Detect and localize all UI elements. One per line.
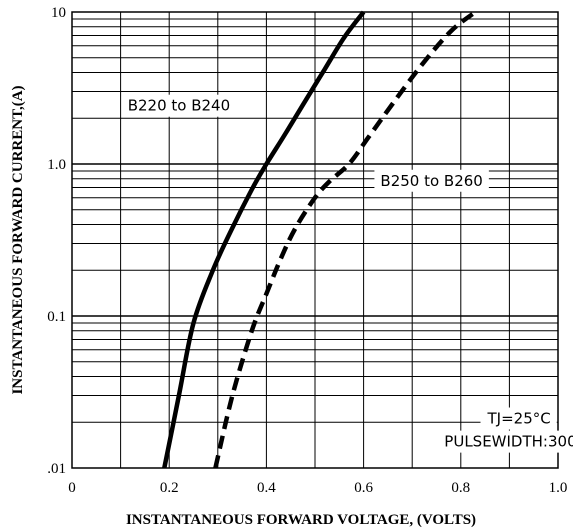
- annotation-label: B250 to B260: [380, 172, 482, 190]
- annotation-bg: [438, 430, 573, 453]
- annotation-group: B220 to B240: [121, 94, 237, 117]
- x-tick-label: 0: [68, 480, 76, 496]
- annotation-label: B220 to B240: [128, 97, 230, 115]
- x-tick-label: 1.0: [549, 480, 568, 496]
- x-axis-label: INSTANTANEOUS FORWARD VOLTAGE, (VOLTS): [126, 512, 476, 528]
- y-tick-label: 0.1: [47, 309, 66, 325]
- annotation-label: PULSEWIDTH:300us: [444, 433, 573, 451]
- annotation-bg: [480, 407, 557, 430]
- annotation-group: PULSEWIDTH:300us: [438, 430, 573, 453]
- annotation-group: B250 to B260: [374, 169, 489, 192]
- x-tick-label: 0.4: [257, 480, 276, 496]
- y-tick-label: 1.0: [47, 157, 66, 173]
- series-layer: [162, 10, 477, 469]
- annotation-label: TJ=25°C: [487, 410, 551, 428]
- annotation-group: TJ=25°C: [480, 407, 557, 430]
- annotations-layer: B220 to B240 B250 to B260 TJ=25°C PULSEWIDT…: [121, 94, 573, 453]
- y-tick-label: .01: [47, 461, 66, 477]
- x-tick-label: 0.8: [451, 480, 470, 496]
- annotation-bg: [374, 169, 489, 192]
- tick-labels: 0 0.2 0.4 0.6 0.8 1.0 .01 0.1 1.0 10: [47, 5, 567, 496]
- grid: [71, 11, 559, 469]
- series-line-1: [162, 10, 366, 469]
- annotation-bg: [121, 94, 237, 117]
- x-tick-label: 0.2: [160, 480, 179, 496]
- y-axis-label: INSTANTANEOUS FORWARD CURRENT,(A): [10, 85, 26, 394]
- series-line-2: [213, 10, 477, 469]
- x-tick-label: 0.6: [354, 480, 373, 496]
- y-tick-label: 10: [51, 5, 66, 21]
